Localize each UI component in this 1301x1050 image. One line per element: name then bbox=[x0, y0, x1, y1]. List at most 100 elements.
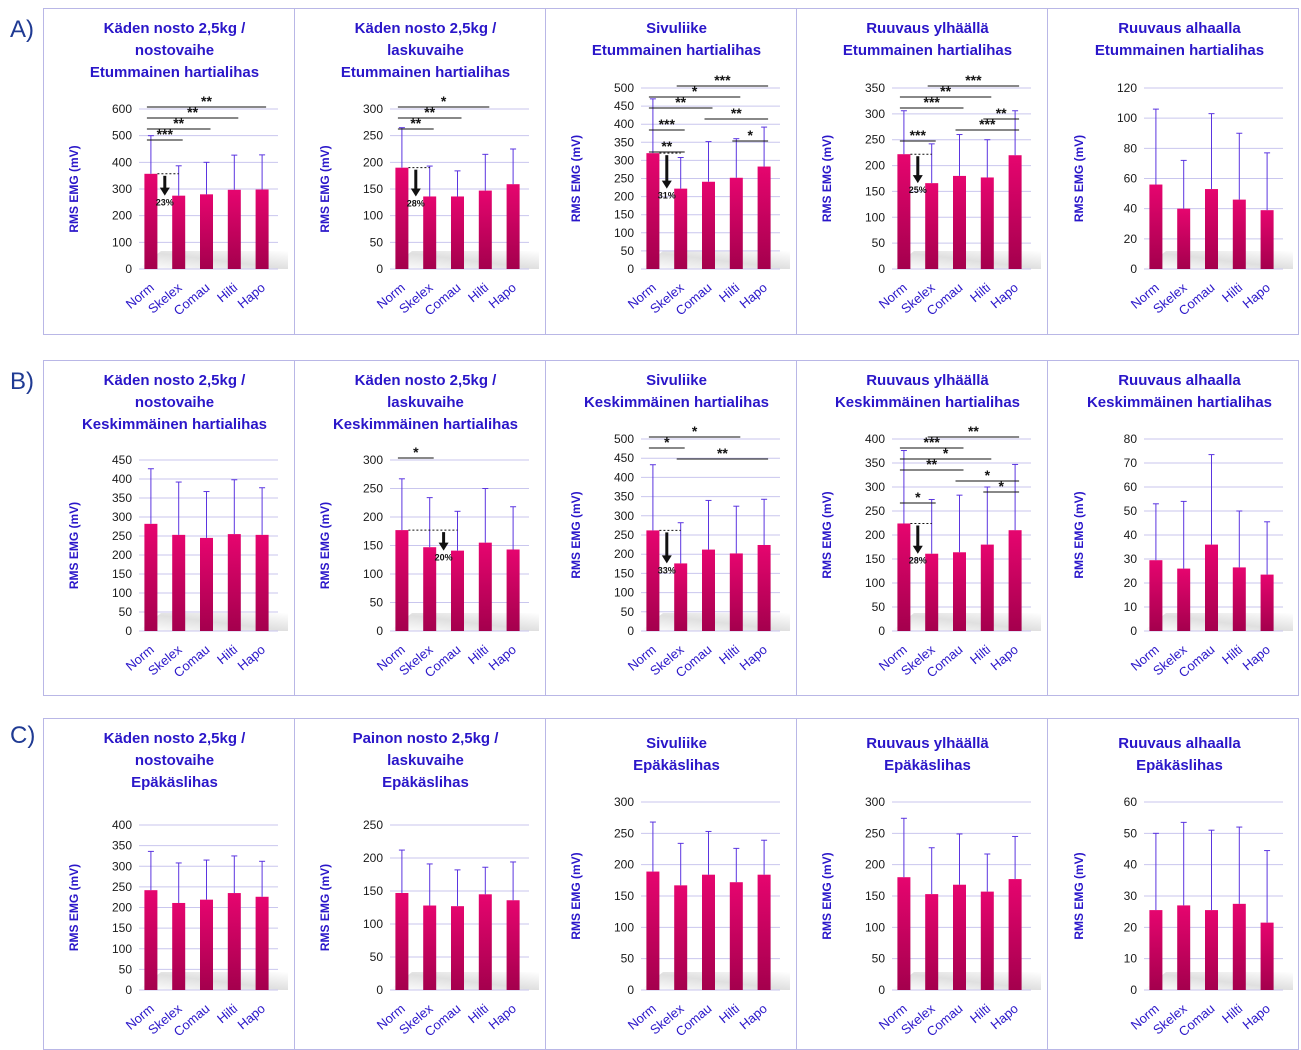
significance-label: *** bbox=[979, 116, 996, 132]
bar bbox=[729, 882, 743, 990]
chart-row-c: Käden nosto 2,5kg / nostovaihe Epäkäslihas… bbox=[43, 718, 1299, 1050]
y-tick-label: 300 bbox=[614, 795, 634, 809]
y-tick-label: 50 bbox=[872, 236, 886, 250]
chart-title-line: Ruuvaus alhaalla bbox=[1118, 20, 1241, 37]
y-axis-label: RMS EMG (mV) bbox=[67, 864, 81, 951]
chart-svg: Sivuliike Epäkäslihas 0 50 100 150 200 250 300 RM… bbox=[569, 735, 790, 1039]
bar bbox=[1205, 910, 1218, 990]
chart-title-line: Ruuvaus ylhäällä bbox=[866, 735, 989, 752]
y-tick-label: 200 bbox=[112, 901, 132, 915]
reduction-label: 25% bbox=[909, 185, 927, 195]
significance-label: ** bbox=[201, 93, 212, 109]
y-tick-label: 50 bbox=[370, 235, 384, 249]
bar bbox=[423, 196, 437, 269]
y-tick-label: 100 bbox=[112, 235, 132, 249]
reduction-label: 28% bbox=[407, 198, 425, 208]
y-tick-label: 0 bbox=[1130, 262, 1137, 276]
y-tick-label: 50 bbox=[621, 952, 635, 966]
y-axis-label: RMS EMG (mV) bbox=[820, 135, 834, 222]
y-axis-label: RMS EMG (mV) bbox=[67, 145, 81, 232]
bar bbox=[506, 900, 520, 990]
y-tick-label: 450 bbox=[614, 99, 634, 113]
category-label: Hapo bbox=[737, 280, 770, 311]
y-tick-label: 150 bbox=[363, 182, 383, 196]
y-tick-label: 400 bbox=[112, 818, 132, 832]
y-tick-label: 200 bbox=[865, 159, 885, 173]
reduction-arrow-head bbox=[661, 180, 672, 189]
chart-svg: Käden nosto 2,5kg / laskuvaihe Etummainen … bbox=[318, 20, 539, 318]
y-tick-label: 300 bbox=[614, 153, 634, 167]
y-tick-label: 500 bbox=[614, 81, 634, 95]
y-tick-label: 60 bbox=[1124, 795, 1138, 809]
bar bbox=[980, 891, 994, 990]
y-tick-label: 250 bbox=[614, 826, 634, 840]
y-tick-label: 100 bbox=[1117, 111, 1137, 125]
bar bbox=[897, 154, 911, 269]
category-label: Hapo bbox=[737, 1001, 770, 1032]
y-tick-label: 0 bbox=[376, 983, 383, 997]
significance-label: ** bbox=[996, 105, 1007, 121]
y-tick-label: 350 bbox=[112, 839, 132, 853]
chart-title-line: laskuvaihe bbox=[387, 752, 464, 769]
y-tick-label: 30 bbox=[1124, 552, 1138, 566]
y-tick-label: 250 bbox=[363, 818, 383, 832]
reduction-label: 28% bbox=[909, 556, 927, 566]
bar bbox=[1008, 879, 1022, 990]
y-tick-label: 100 bbox=[112, 942, 132, 956]
y-tick-label: 450 bbox=[614, 451, 634, 465]
y-tick-label: 200 bbox=[112, 209, 132, 223]
significance-label: *** bbox=[714, 72, 731, 88]
bar bbox=[702, 181, 715, 269]
y-tick-label: 60 bbox=[1124, 480, 1138, 494]
bar bbox=[255, 896, 269, 990]
y-tick-label: 600 bbox=[112, 102, 132, 116]
chart-svg: Käden nosto 2,5kg / nostovaihe Etummainen … bbox=[67, 20, 288, 318]
bar bbox=[980, 177, 994, 269]
significance-label: * bbox=[747, 127, 753, 143]
y-tick-label: 350 bbox=[614, 490, 634, 504]
chart-title-line: Painon nosto 2,5kg / bbox=[353, 730, 500, 747]
chart-title-line: Epäkäslihas bbox=[1136, 757, 1223, 774]
bar bbox=[1149, 560, 1163, 631]
bar bbox=[1232, 199, 1246, 269]
y-tick-label: 20 bbox=[1124, 232, 1138, 246]
y-tick-label: 200 bbox=[614, 547, 634, 561]
y-tick-label: 50 bbox=[872, 600, 886, 614]
reduction-arrow-head bbox=[438, 542, 449, 551]
bar bbox=[953, 552, 966, 631]
y-tick-label: 200 bbox=[865, 858, 885, 872]
bar bbox=[478, 542, 492, 631]
chart-svg: Ruuvaus ylhäällä Etummainen hartialihas 0 5… bbox=[820, 20, 1041, 318]
y-tick-label: 100 bbox=[614, 226, 634, 240]
y-tick-label: 10 bbox=[1124, 952, 1138, 966]
y-tick-label: 50 bbox=[370, 596, 384, 610]
significance-label: ** bbox=[410, 115, 421, 131]
significance-label: ** bbox=[717, 445, 728, 461]
significance-label: ** bbox=[731, 105, 742, 121]
bar bbox=[925, 553, 939, 631]
bar bbox=[478, 190, 492, 269]
y-tick-label: 50 bbox=[621, 605, 635, 619]
y-axis-label: RMS EMG (mV) bbox=[318, 502, 332, 589]
chart-title-line: Etummainen hartialihas bbox=[341, 64, 510, 81]
significance-label: * bbox=[915, 489, 921, 505]
chart-panel: Käden nosto 2,5kg / nostovaihe Keskimmäine… bbox=[44, 361, 295, 695]
bar bbox=[1260, 574, 1274, 631]
bar bbox=[1008, 155, 1022, 269]
y-tick-label: 50 bbox=[621, 244, 635, 258]
chart-title-line: Epäkäslihas bbox=[131, 774, 218, 791]
y-tick-label: 50 bbox=[119, 605, 133, 619]
y-tick-label: 300 bbox=[112, 859, 132, 873]
category-label: Hapo bbox=[1240, 280, 1273, 311]
y-tick-label: 400 bbox=[865, 432, 885, 446]
chart-panel: Käden nosto 2,5kg / nostovaihe Etummainen … bbox=[44, 9, 295, 334]
y-tick-label: 200 bbox=[363, 510, 383, 524]
row-label-c: C) bbox=[10, 722, 36, 749]
y-tick-label: 100 bbox=[865, 576, 885, 590]
y-tick-label: 400 bbox=[112, 472, 132, 486]
y-tick-label: 20 bbox=[1124, 576, 1138, 590]
chart-title-line: Epäkäslihas bbox=[633, 757, 720, 774]
bar bbox=[897, 877, 911, 990]
bar bbox=[227, 189, 241, 269]
bar bbox=[897, 523, 911, 631]
